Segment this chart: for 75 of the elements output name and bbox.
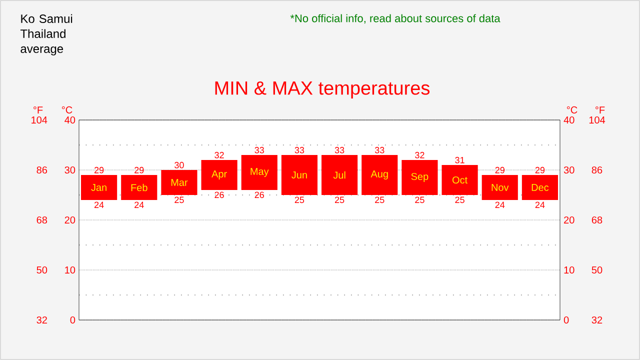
text: 86 bbox=[592, 166, 602, 174]
annotation: 33 bbox=[294, 146, 304, 154]
annotation: 33 bbox=[254, 146, 264, 154]
bar bbox=[482, 175, 518, 200]
annotation: 25 bbox=[455, 196, 464, 204]
annotation: 30 bbox=[174, 162, 184, 168]
annotation: 24 bbox=[535, 202, 545, 208]
bar bbox=[402, 160, 438, 195]
text: 32 bbox=[592, 316, 602, 324]
annotation: 25 bbox=[294, 196, 304, 204]
annotation: 29 bbox=[134, 166, 144, 174]
text: *No official info, read about sources of data bbox=[290, 14, 500, 24]
y-tick-label: 30 bbox=[64, 166, 76, 174]
y-tick-label: 10 bbox=[65, 266, 76, 274]
x-tick-label: Dec bbox=[532, 184, 549, 191]
x-tick-label: Nov bbox=[492, 184, 509, 191]
y3-tick-label: 104 bbox=[32, 116, 48, 124]
annotation: 24 bbox=[134, 202, 144, 208]
y2-tick-label: 20 bbox=[564, 216, 574, 224]
y2-tick-label: 10 bbox=[564, 266, 574, 274]
bar bbox=[121, 175, 158, 200]
x-tick-label: Apr bbox=[212, 170, 227, 180]
annotation: 33 bbox=[374, 146, 384, 154]
bar bbox=[362, 155, 398, 195]
bar bbox=[241, 155, 278, 190]
annotation: 24 bbox=[94, 202, 104, 208]
bar bbox=[161, 170, 198, 195]
x-tick-label: Jun bbox=[292, 172, 307, 178]
annotation: 29 bbox=[495, 166, 504, 174]
bar bbox=[201, 160, 238, 190]
x-tick-label: May bbox=[250, 168, 269, 177]
bar bbox=[281, 155, 318, 195]
y3-axis-title: °F bbox=[596, 106, 605, 114]
y3-tick-label: 50 bbox=[36, 266, 48, 274]
y2-axis-title: °C bbox=[566, 106, 578, 114]
annotation: 25 bbox=[415, 196, 424, 204]
y3-tick-label: 86 bbox=[36, 166, 48, 174]
annotation: 31 bbox=[455, 156, 464, 164]
text: °F bbox=[34, 106, 43, 114]
y-tick-label: 20 bbox=[64, 216, 76, 224]
annotation: 25 bbox=[375, 196, 384, 204]
y3-tick-label: 32 bbox=[36, 316, 47, 324]
chart-title: MIN & MAX temperatures bbox=[215, 81, 430, 99]
x-tick-label: Oct bbox=[452, 176, 468, 184]
text: 50 bbox=[592, 266, 602, 274]
annotation: 29 bbox=[535, 166, 545, 174]
y-axis-title: °C bbox=[62, 106, 72, 114]
chart-subtitle: Ko Samui Thailand average bbox=[20, 14, 72, 56]
y3-tick-label: 68 bbox=[36, 216, 48, 224]
y-tick-label: 40 bbox=[64, 116, 76, 124]
bar bbox=[81, 175, 118, 200]
annotation: 25 bbox=[334, 196, 344, 204]
x-tick-label: Jan bbox=[91, 184, 106, 191]
annotation: 25 bbox=[174, 196, 184, 204]
annotation: 32 bbox=[214, 152, 224, 158]
x-tick-label: Mar bbox=[171, 179, 188, 186]
y2-tick-label: 40 bbox=[564, 116, 574, 124]
x-tick-label: Sep bbox=[411, 172, 428, 182]
annotation: 29 bbox=[94, 166, 104, 174]
annotation: 24 bbox=[495, 202, 505, 208]
text: 68 bbox=[592, 216, 602, 224]
bar bbox=[442, 165, 478, 195]
x-tick-label: Jul bbox=[333, 171, 346, 179]
x-tick-label: Aug bbox=[370, 170, 388, 180]
y-tick-label: 0 bbox=[70, 316, 76, 324]
annotation: 33 bbox=[334, 146, 344, 154]
y2-tick-label: 0 bbox=[564, 316, 569, 324]
x-tick-label: Feb bbox=[131, 184, 148, 192]
bar bbox=[522, 175, 558, 200]
annotation: 32 bbox=[415, 152, 424, 158]
bar bbox=[322, 155, 358, 195]
annotation: 26 bbox=[254, 192, 264, 198]
text: 104 bbox=[589, 116, 606, 124]
y2-tick-label: 30 bbox=[564, 166, 574, 174]
annotation: 26 bbox=[214, 192, 224, 198]
